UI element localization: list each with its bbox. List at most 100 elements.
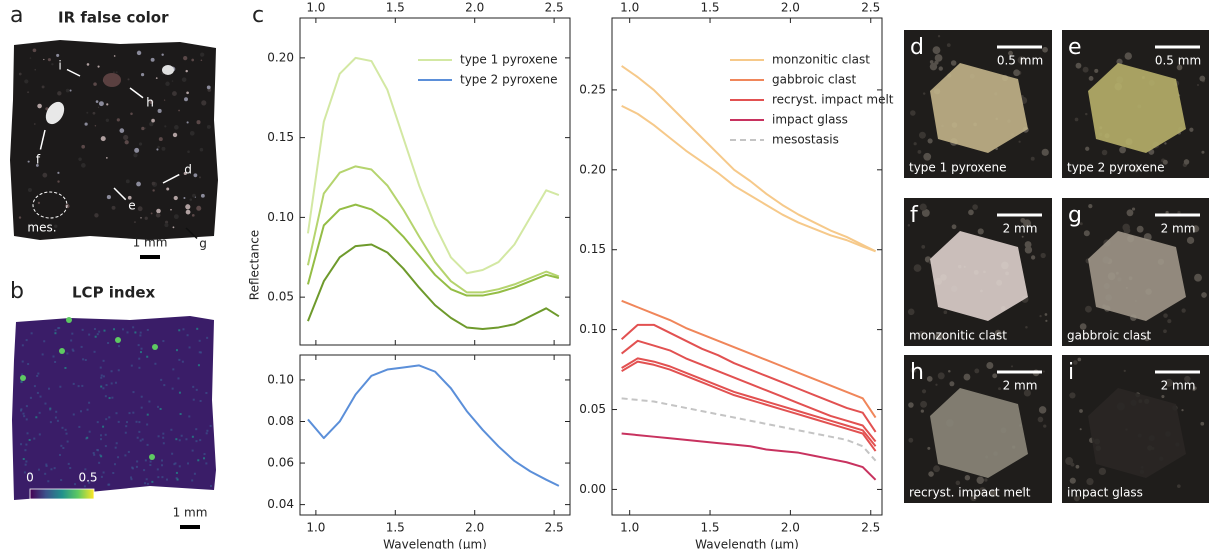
pixel xyxy=(172,368,175,371)
speckle xyxy=(113,71,115,73)
pixel xyxy=(154,362,157,365)
pixel xyxy=(178,465,181,468)
pixel xyxy=(72,413,75,416)
pixel xyxy=(115,412,118,415)
pixel xyxy=(93,327,96,330)
speckle xyxy=(910,367,917,374)
speckle xyxy=(921,389,927,394)
grain xyxy=(1088,231,1186,321)
pixel xyxy=(162,442,165,445)
speckle xyxy=(37,103,42,109)
speckle xyxy=(161,146,166,151)
speckle xyxy=(1167,319,1172,324)
speckle xyxy=(141,126,145,131)
speckle xyxy=(1164,142,1167,145)
speckle xyxy=(1073,360,1078,365)
speckle xyxy=(974,368,980,374)
pixel xyxy=(86,408,89,411)
spectrum-line xyxy=(620,323,877,433)
speckle xyxy=(185,204,191,210)
speckle xyxy=(928,471,934,477)
speckle xyxy=(1162,159,1168,165)
pixel xyxy=(20,443,23,446)
speckle xyxy=(920,409,924,413)
speckle xyxy=(151,118,155,123)
pixel xyxy=(33,437,36,440)
x-tick-label: 2.0 xyxy=(465,521,484,535)
spectrum-line xyxy=(621,299,877,419)
pixel xyxy=(186,334,189,337)
speckle xyxy=(115,71,118,74)
speckle xyxy=(94,125,97,127)
y-tick-label: 0.10 xyxy=(267,372,294,386)
pixel xyxy=(139,334,142,337)
pixel xyxy=(72,382,75,385)
hotspot xyxy=(149,454,155,460)
speckle xyxy=(927,446,931,450)
speckle xyxy=(200,193,205,198)
pixel xyxy=(157,435,160,438)
pixel xyxy=(99,438,102,441)
pixel xyxy=(124,431,127,434)
speckle xyxy=(157,145,160,149)
pixel xyxy=(23,471,26,474)
speckle xyxy=(935,383,938,386)
speckle xyxy=(946,43,951,48)
panel-title: LCP index xyxy=(72,284,156,302)
pixel xyxy=(92,452,95,455)
pixel xyxy=(57,327,60,330)
pixel xyxy=(199,399,202,402)
pixel xyxy=(81,328,84,331)
speckle xyxy=(918,131,926,139)
pixel xyxy=(27,363,30,366)
pixel xyxy=(195,428,198,431)
speckle xyxy=(106,103,109,106)
speckle xyxy=(1070,462,1075,467)
pixel xyxy=(26,432,29,435)
pixel xyxy=(199,439,202,442)
speckle xyxy=(935,332,943,341)
speckle xyxy=(1042,46,1048,53)
pixel xyxy=(69,467,72,470)
speckle xyxy=(1201,150,1205,154)
speckle xyxy=(184,97,188,102)
speckle xyxy=(125,179,130,184)
pixel xyxy=(20,408,23,411)
pixel xyxy=(47,480,50,483)
speckle xyxy=(164,223,169,228)
legend-label: type 1 pyroxene xyxy=(460,53,558,67)
speckle xyxy=(166,187,170,191)
y-tick-label: 0.25 xyxy=(579,82,606,96)
pixel xyxy=(102,387,105,390)
plot-frame xyxy=(611,17,883,516)
speckle xyxy=(174,125,179,130)
pixel xyxy=(132,326,135,329)
speckle xyxy=(1144,336,1150,342)
pixel xyxy=(54,329,57,332)
pixel xyxy=(209,424,212,427)
speckle xyxy=(156,208,161,214)
pixel xyxy=(146,328,149,331)
speckle xyxy=(1084,305,1092,313)
speckle xyxy=(140,217,142,219)
speckle xyxy=(178,109,180,112)
lcp-map xyxy=(12,316,216,500)
speckle xyxy=(1186,236,1195,244)
pixel xyxy=(52,355,55,358)
x-tick-label: 2.5 xyxy=(861,1,880,15)
speckle xyxy=(51,63,54,66)
speckle xyxy=(81,163,86,168)
pixel xyxy=(77,385,80,388)
speckle xyxy=(1181,308,1186,313)
speckle xyxy=(998,387,1001,391)
pixel xyxy=(96,333,99,336)
spectrum-line xyxy=(621,339,877,443)
speckle xyxy=(186,91,189,95)
pixel xyxy=(84,359,87,362)
speckle xyxy=(56,53,60,57)
speckle xyxy=(990,489,998,497)
speckle xyxy=(921,244,926,249)
speckle xyxy=(1023,389,1031,397)
speckle xyxy=(948,369,951,373)
pixel xyxy=(64,428,67,431)
